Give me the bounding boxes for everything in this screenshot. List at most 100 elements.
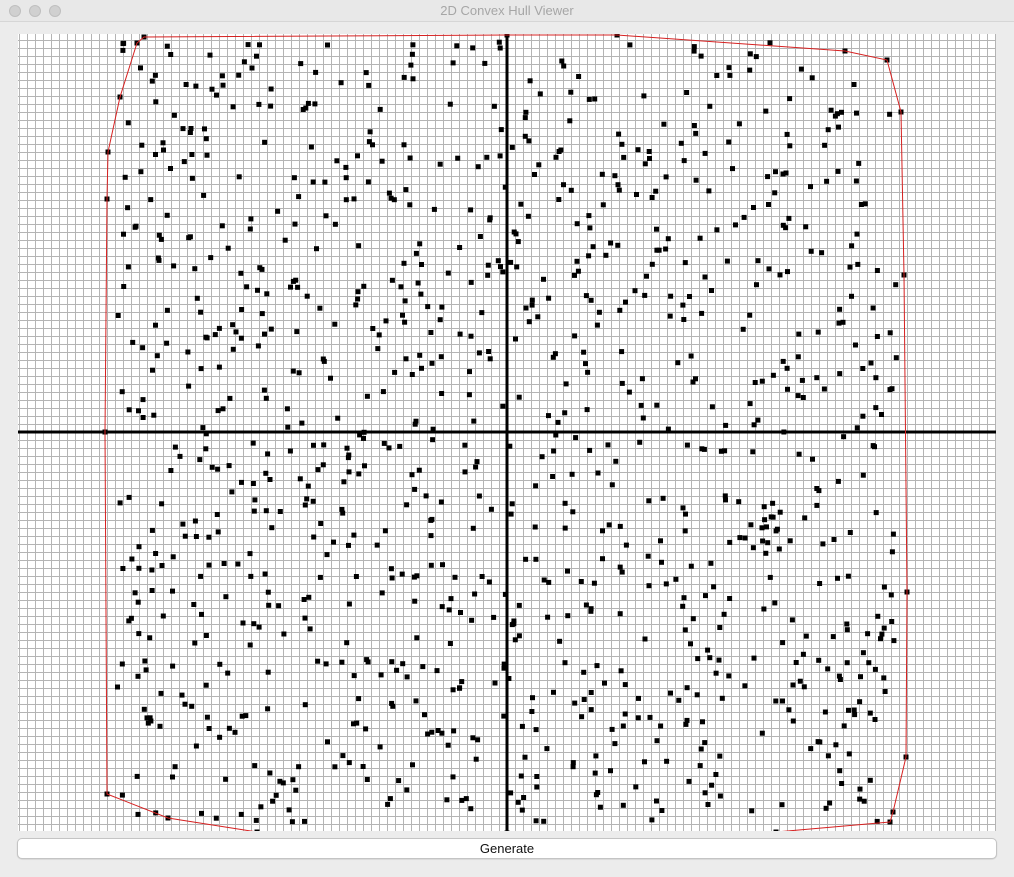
data-point — [247, 226, 253, 232]
data-point — [136, 544, 142, 550]
data-point — [297, 476, 303, 482]
hull-canvas[interactable] — [18, 34, 996, 831]
data-point — [591, 580, 597, 586]
data-point — [816, 488, 822, 494]
data-point — [502, 591, 508, 597]
data-point — [727, 596, 733, 601]
data-point — [525, 213, 531, 219]
data-point — [294, 329, 300, 335]
data-point — [552, 351, 558, 357]
data-point — [588, 707, 594, 713]
data-point — [302, 615, 308, 621]
data-point — [695, 656, 701, 662]
data-point — [126, 494, 132, 500]
close-window-icon[interactable] — [9, 5, 21, 17]
data-point — [485, 272, 491, 278]
data-point — [802, 515, 808, 521]
data-point — [455, 155, 461, 161]
data-point — [659, 808, 665, 813]
data-point — [870, 305, 876, 311]
data-point — [777, 272, 783, 278]
data-point — [661, 121, 667, 127]
data-point — [138, 169, 144, 175]
data-point — [370, 142, 375, 148]
data-point — [401, 142, 407, 148]
data-point — [232, 729, 238, 735]
data-point — [860, 366, 866, 371]
data-point — [649, 817, 655, 823]
data-point — [702, 740, 708, 746]
data-point — [561, 63, 567, 69]
data-point — [428, 330, 434, 335]
data-point — [156, 257, 162, 263]
zoom-window-icon[interactable] — [49, 5, 61, 17]
data-point — [388, 195, 394, 201]
data-point — [389, 575, 395, 581]
data-point — [468, 207, 474, 213]
data-point — [482, 60, 488, 66]
data-point — [252, 497, 258, 503]
data-point — [286, 807, 292, 813]
data-point — [523, 109, 529, 115]
data-point — [217, 734, 223, 740]
data-point — [332, 321, 338, 327]
data-point — [463, 796, 469, 802]
data-point — [262, 139, 268, 145]
data-point — [132, 590, 138, 596]
data-point — [747, 401, 753, 407]
data-point — [334, 158, 340, 164]
data-point — [255, 287, 260, 293]
data-point — [770, 514, 776, 520]
data-point — [678, 140, 684, 146]
data-point — [779, 802, 785, 808]
data-point — [699, 310, 705, 316]
data-point — [159, 563, 165, 568]
data-point — [221, 561, 227, 566]
data-point — [642, 636, 648, 642]
data-point — [208, 255, 214, 261]
data-point — [428, 533, 434, 539]
data-point — [188, 126, 194, 131]
data-point — [204, 714, 210, 720]
data-point — [250, 440, 256, 446]
data-point — [346, 601, 352, 607]
point-set — [102, 34, 910, 831]
data-point — [438, 499, 444, 505]
data-point — [796, 331, 802, 337]
data-point — [523, 305, 529, 311]
generate-button[interactable]: Generate — [17, 838, 997, 859]
data-point — [752, 380, 758, 385]
data-point — [533, 818, 539, 824]
data-point — [709, 288, 714, 293]
data-point — [251, 621, 257, 627]
data-point — [785, 386, 790, 392]
data-point — [581, 349, 587, 355]
data-point — [646, 498, 652, 504]
data-point — [737, 535, 743, 541]
data-point — [708, 560, 714, 566]
data-point — [825, 666, 831, 672]
data-point — [585, 369, 591, 375]
data-point — [474, 459, 480, 465]
data-point — [290, 278, 296, 284]
data-point — [849, 293, 854, 299]
data-point — [497, 45, 503, 51]
data-point — [764, 524, 769, 530]
data-point — [583, 361, 588, 367]
data-point — [467, 369, 472, 375]
data-point — [839, 781, 845, 786]
data-point — [687, 294, 692, 299]
data-point — [121, 231, 126, 237]
data-point — [590, 244, 596, 250]
data-point — [378, 672, 384, 678]
data-point — [170, 774, 175, 780]
data-point — [534, 774, 540, 779]
data-point — [726, 139, 732, 145]
data-point — [305, 100, 311, 106]
data-point — [862, 201, 868, 207]
data-point — [277, 778, 283, 784]
data-point — [475, 164, 481, 170]
data-point — [147, 635, 153, 641]
data-point — [707, 655, 713, 661]
minimize-window-icon[interactable] — [29, 5, 41, 17]
